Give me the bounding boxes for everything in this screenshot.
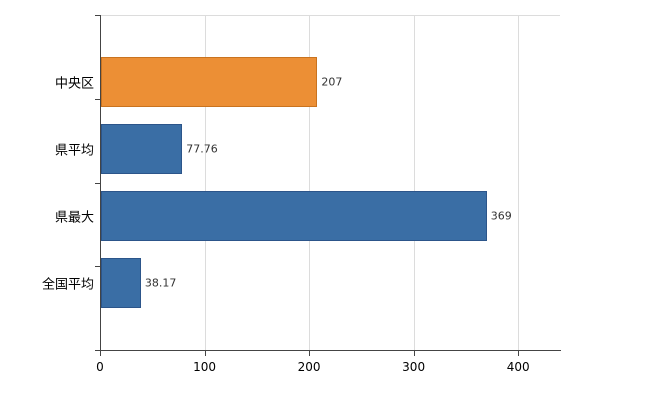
bar bbox=[101, 258, 141, 308]
x-tick-label: 300 bbox=[402, 360, 426, 374]
category-label: 県平均 bbox=[54, 143, 94, 159]
x-tick bbox=[100, 351, 101, 356]
x-tick-label: 200 bbox=[297, 360, 321, 374]
bar bbox=[101, 191, 487, 241]
bar bbox=[101, 57, 318, 107]
x-tick-label: 0 bbox=[96, 360, 104, 374]
x-tick bbox=[413, 351, 415, 356]
bar-value-label: 369 bbox=[490, 209, 512, 223]
gridline bbox=[204, 15, 206, 350]
gridline bbox=[518, 15, 520, 350]
x-tick-label: 400 bbox=[506, 360, 530, 374]
plot-top-border bbox=[100, 15, 560, 16]
x-tick bbox=[309, 351, 311, 356]
y-tick bbox=[95, 350, 100, 351]
x-tick bbox=[204, 351, 206, 356]
category-label: 中央区 bbox=[54, 76, 94, 92]
y-tick bbox=[95, 182, 100, 184]
bar-value-label: 77.76 bbox=[186, 142, 218, 156]
x-axis-line bbox=[100, 350, 561, 351]
plot-area bbox=[100, 15, 560, 350]
bar-value-label: 207 bbox=[321, 75, 343, 89]
x-tick bbox=[518, 351, 520, 356]
y-tick bbox=[95, 98, 100, 100]
category-label: 県最大 bbox=[54, 210, 94, 226]
y-tick bbox=[95, 15, 100, 16]
gridline bbox=[413, 15, 415, 350]
category-label: 全国平均 bbox=[41, 277, 94, 293]
bar bbox=[101, 124, 183, 174]
y-axis-line bbox=[100, 15, 101, 351]
gridline bbox=[309, 15, 311, 350]
bar-value-label: 38.17 bbox=[144, 276, 177, 290]
y-tick bbox=[95, 266, 100, 268]
x-tick-label: 100 bbox=[193, 360, 216, 374]
